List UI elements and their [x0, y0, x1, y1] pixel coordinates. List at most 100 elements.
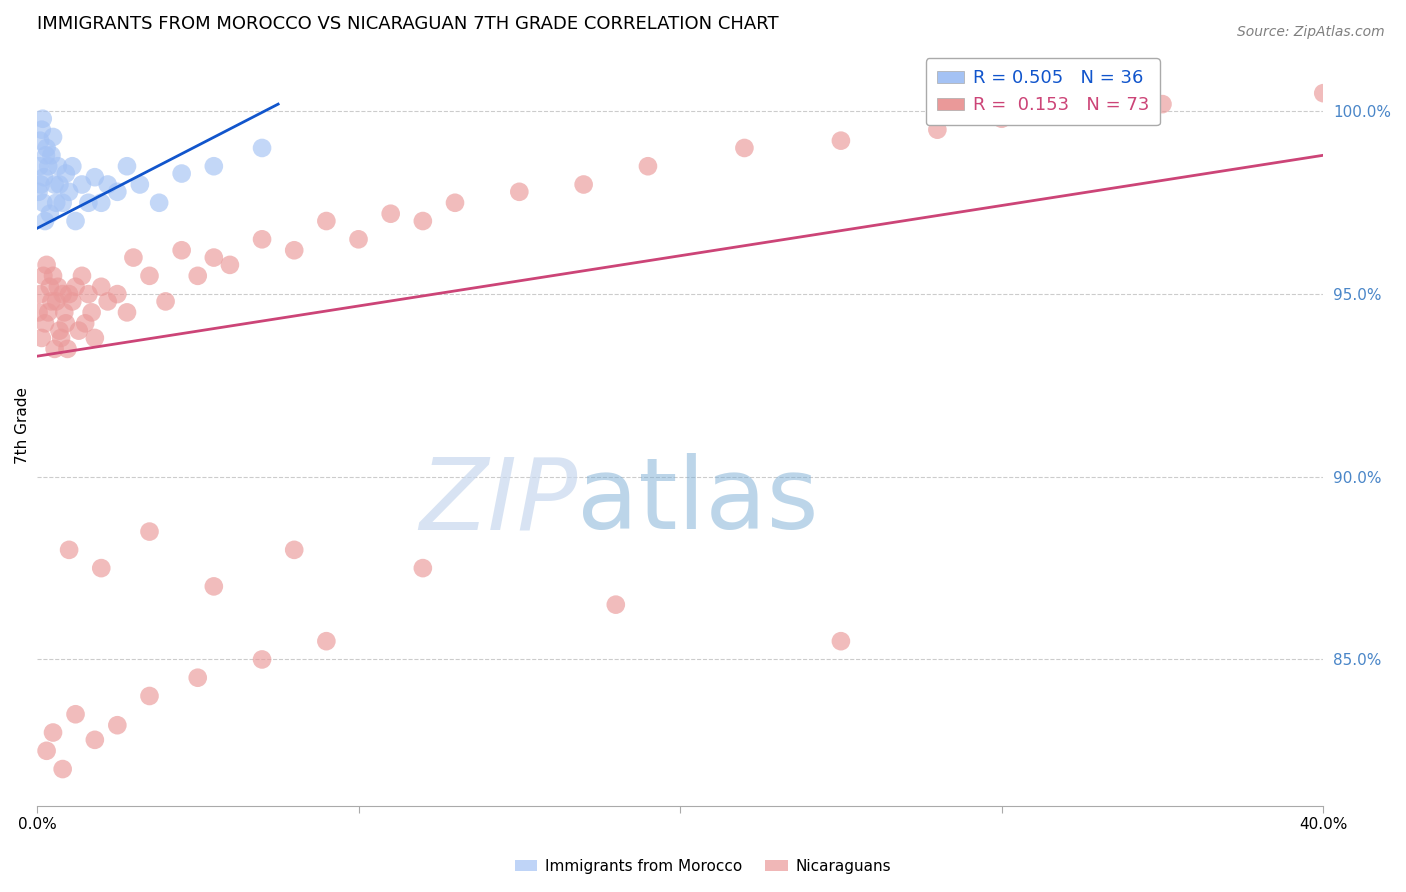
Point — [830, 134, 852, 148]
Point — [77, 287, 100, 301]
Point — [35, 141, 58, 155]
Point — [122, 251, 145, 265]
Legend: R = 0.505   N = 36, R =  0.153   N = 73: R = 0.505 N = 36, R = 0.153 N = 73 — [925, 59, 1160, 125]
Point — [48, 324, 70, 338]
Point — [52, 195, 75, 210]
Point — [148, 195, 170, 210]
Point — [83, 732, 105, 747]
Point — [187, 671, 209, 685]
Point — [155, 294, 177, 309]
Point — [250, 141, 273, 155]
Point — [56, 342, 79, 356]
Text: ZIP: ZIP — [419, 453, 578, 550]
Point — [115, 159, 138, 173]
Point — [38, 207, 60, 221]
Point — [75, 316, 97, 330]
Point — [77, 195, 100, 210]
Point — [42, 725, 65, 739]
Point — [30, 287, 52, 301]
Point — [990, 112, 1012, 126]
Point — [733, 141, 755, 155]
Point — [508, 185, 530, 199]
Point — [34, 214, 56, 228]
Point — [97, 178, 120, 192]
Point — [31, 331, 53, 345]
Point — [67, 324, 90, 338]
Point — [31, 122, 53, 136]
Point — [347, 232, 370, 246]
Point — [572, 178, 595, 192]
Text: IMMIGRANTS FROM MOROCCO VS NICARAGUAN 7TH GRADE CORRELATION CHART: IMMIGRANTS FROM MOROCCO VS NICARAGUAN 7T… — [37, 15, 779, 33]
Point — [58, 542, 80, 557]
Point — [60, 159, 83, 173]
Point — [105, 185, 128, 199]
Point — [58, 287, 80, 301]
Point — [380, 207, 402, 221]
Point — [38, 280, 60, 294]
Text: atlas: atlas — [578, 453, 818, 550]
Point — [412, 561, 434, 575]
Point — [637, 159, 659, 173]
Point — [115, 305, 138, 319]
Point — [605, 598, 627, 612]
Point — [1312, 86, 1334, 100]
Point — [202, 251, 225, 265]
Point — [35, 744, 58, 758]
Point — [250, 232, 273, 246]
Point — [27, 305, 49, 319]
Point — [138, 689, 160, 703]
Point — [48, 178, 70, 192]
Point — [315, 634, 337, 648]
Point — [42, 268, 65, 283]
Point — [65, 280, 87, 294]
Point — [219, 258, 242, 272]
Point — [80, 305, 103, 319]
Point — [138, 524, 160, 539]
Point — [44, 178, 66, 192]
Point — [90, 561, 112, 575]
Point — [70, 178, 93, 192]
Point — [53, 305, 76, 319]
Point — [34, 316, 56, 330]
Point — [90, 195, 112, 210]
Point — [83, 170, 105, 185]
Point — [44, 342, 66, 356]
Point — [315, 214, 337, 228]
Point — [105, 287, 128, 301]
Legend: Immigrants from Morocco, Nicaraguans: Immigrants from Morocco, Nicaraguans — [509, 853, 897, 880]
Point — [49, 331, 72, 345]
Point — [128, 178, 150, 192]
Point — [444, 195, 467, 210]
Point — [41, 148, 63, 162]
Point — [60, 294, 83, 309]
Point — [45, 294, 67, 309]
Point — [52, 762, 75, 776]
Point — [90, 280, 112, 294]
Point — [83, 331, 105, 345]
Point — [46, 159, 69, 173]
Point — [42, 130, 65, 145]
Point — [55, 316, 77, 330]
Point — [65, 707, 87, 722]
Point — [46, 280, 69, 294]
Point — [187, 268, 209, 283]
Point — [30, 134, 52, 148]
Point — [202, 159, 225, 173]
Point — [41, 294, 63, 309]
Point — [170, 244, 193, 258]
Point — [32, 195, 55, 210]
Point — [35, 258, 58, 272]
Point — [55, 167, 77, 181]
Point — [105, 718, 128, 732]
Point — [412, 214, 434, 228]
Point — [70, 268, 93, 283]
Point — [28, 159, 51, 173]
Text: Source: ZipAtlas.com: Source: ZipAtlas.com — [1237, 25, 1385, 39]
Point — [1152, 97, 1174, 112]
Point — [202, 579, 225, 593]
Point — [37, 305, 59, 319]
Point — [32, 170, 55, 185]
Point — [283, 542, 305, 557]
Point — [31, 112, 53, 126]
Point — [65, 214, 87, 228]
